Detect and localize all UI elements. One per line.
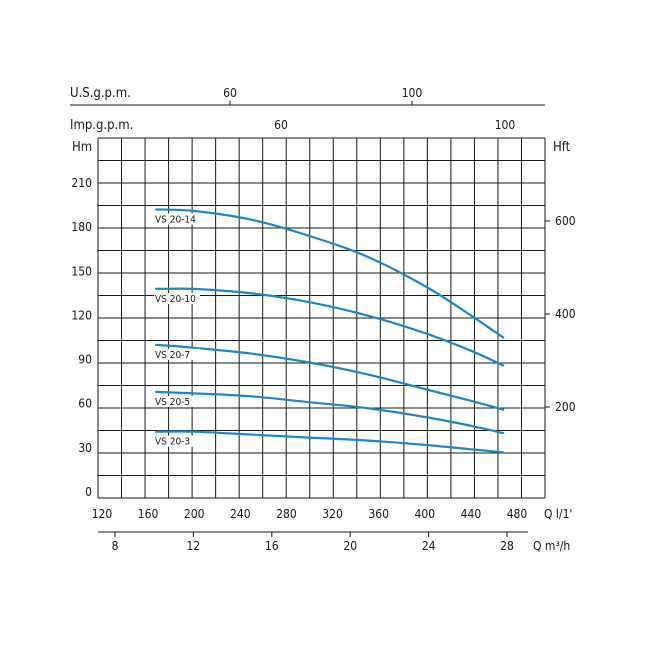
q-lmin-tick-label: 120 <box>92 507 113 521</box>
curve-label-background <box>154 213 200 225</box>
usgpm-tick-label: 60 <box>223 86 237 100</box>
curve-label-background <box>154 435 200 447</box>
q-lmin-tick-label: 200 <box>184 507 205 521</box>
m3h-tick-label: 24 <box>422 539 436 553</box>
q-lmin-tick-label: 400 <box>414 507 435 521</box>
q-lmin-tick-label: 240 <box>230 507 251 521</box>
hft-tick-label: 400 <box>555 307 576 321</box>
q-lmin-tick-label: 280 <box>276 507 297 521</box>
hm-tick-label: 30 <box>78 441 92 455</box>
m3h-tick-label: 28 <box>500 539 514 553</box>
hm-tick-label: 180 <box>71 220 92 234</box>
curve-label: VS 20-3 <box>155 437 190 448</box>
hft-tick-label: 200 <box>555 400 576 414</box>
usgpm-axis-label: U.S.g.p.m. <box>70 86 131 101</box>
curve-vs-20-7 <box>155 343 505 411</box>
q-lmin-tick-label: 440 <box>461 507 482 521</box>
hft-axis-label: Hft <box>553 140 571 155</box>
m3h-tick-label: 8 <box>112 539 119 553</box>
curve-label-background <box>154 292 200 304</box>
q-lmin-tick-label: 160 <box>138 507 159 521</box>
impgpm-tick-label: 60 <box>274 118 288 132</box>
curve-label: VS 20-14 <box>155 214 196 225</box>
hm-tick-label: 210 <box>71 176 92 190</box>
usgpm-tick-label: 100 <box>402 86 423 100</box>
curve-label: VS 20-5 <box>155 397 190 408</box>
q-lmin-tick-label: 360 <box>368 507 389 521</box>
curve-label-background <box>154 395 200 407</box>
hm-axis-label: Hm <box>72 140 92 155</box>
hft-tick-label: 600 <box>555 214 576 228</box>
curve-label: VS 20-7 <box>155 350 190 361</box>
hm-tick-label: 60 <box>78 397 92 411</box>
m3h-axis-label: Q m³/h <box>533 539 570 553</box>
hm-tick-label: 0 <box>85 485 92 499</box>
q-lmin-tick-label: 320 <box>322 507 343 521</box>
m3h-tick-label: 12 <box>187 539 201 553</box>
hm-tick-label: 90 <box>78 353 92 367</box>
curve-vs-20-3 <box>155 430 505 454</box>
impgpm-tick-label: 100 <box>495 118 516 132</box>
q-lmin-tick-label: 480 <box>507 507 528 521</box>
curve-vs-20-5 <box>155 390 505 435</box>
axes: U.S.g.p.m. 60 100 Imp.g.p.m. 60 100 Hm 0 30 60 90 1… <box>70 86 576 553</box>
impgpm-axis-label: Imp.g.p.m. <box>70 118 133 133</box>
labels: VS 20-14 VS 20-10 VS 20-7 VS 20-5 VS 20-3 <box>154 213 200 448</box>
hm-tick-label: 120 <box>71 308 92 322</box>
curve-vs-20-10 <box>155 287 505 367</box>
m3h-tick-label: 16 <box>265 539 279 553</box>
curve-label-background <box>154 348 200 360</box>
curve-vs-20-14 <box>155 208 505 339</box>
m3h-tick-label: 20 <box>343 539 357 553</box>
q-lmin-axis-label: Q l/1' <box>544 507 572 521</box>
curve-label: VS 20-10 <box>155 294 196 305</box>
hm-tick-label: 150 <box>71 264 92 278</box>
series <box>155 208 505 454</box>
